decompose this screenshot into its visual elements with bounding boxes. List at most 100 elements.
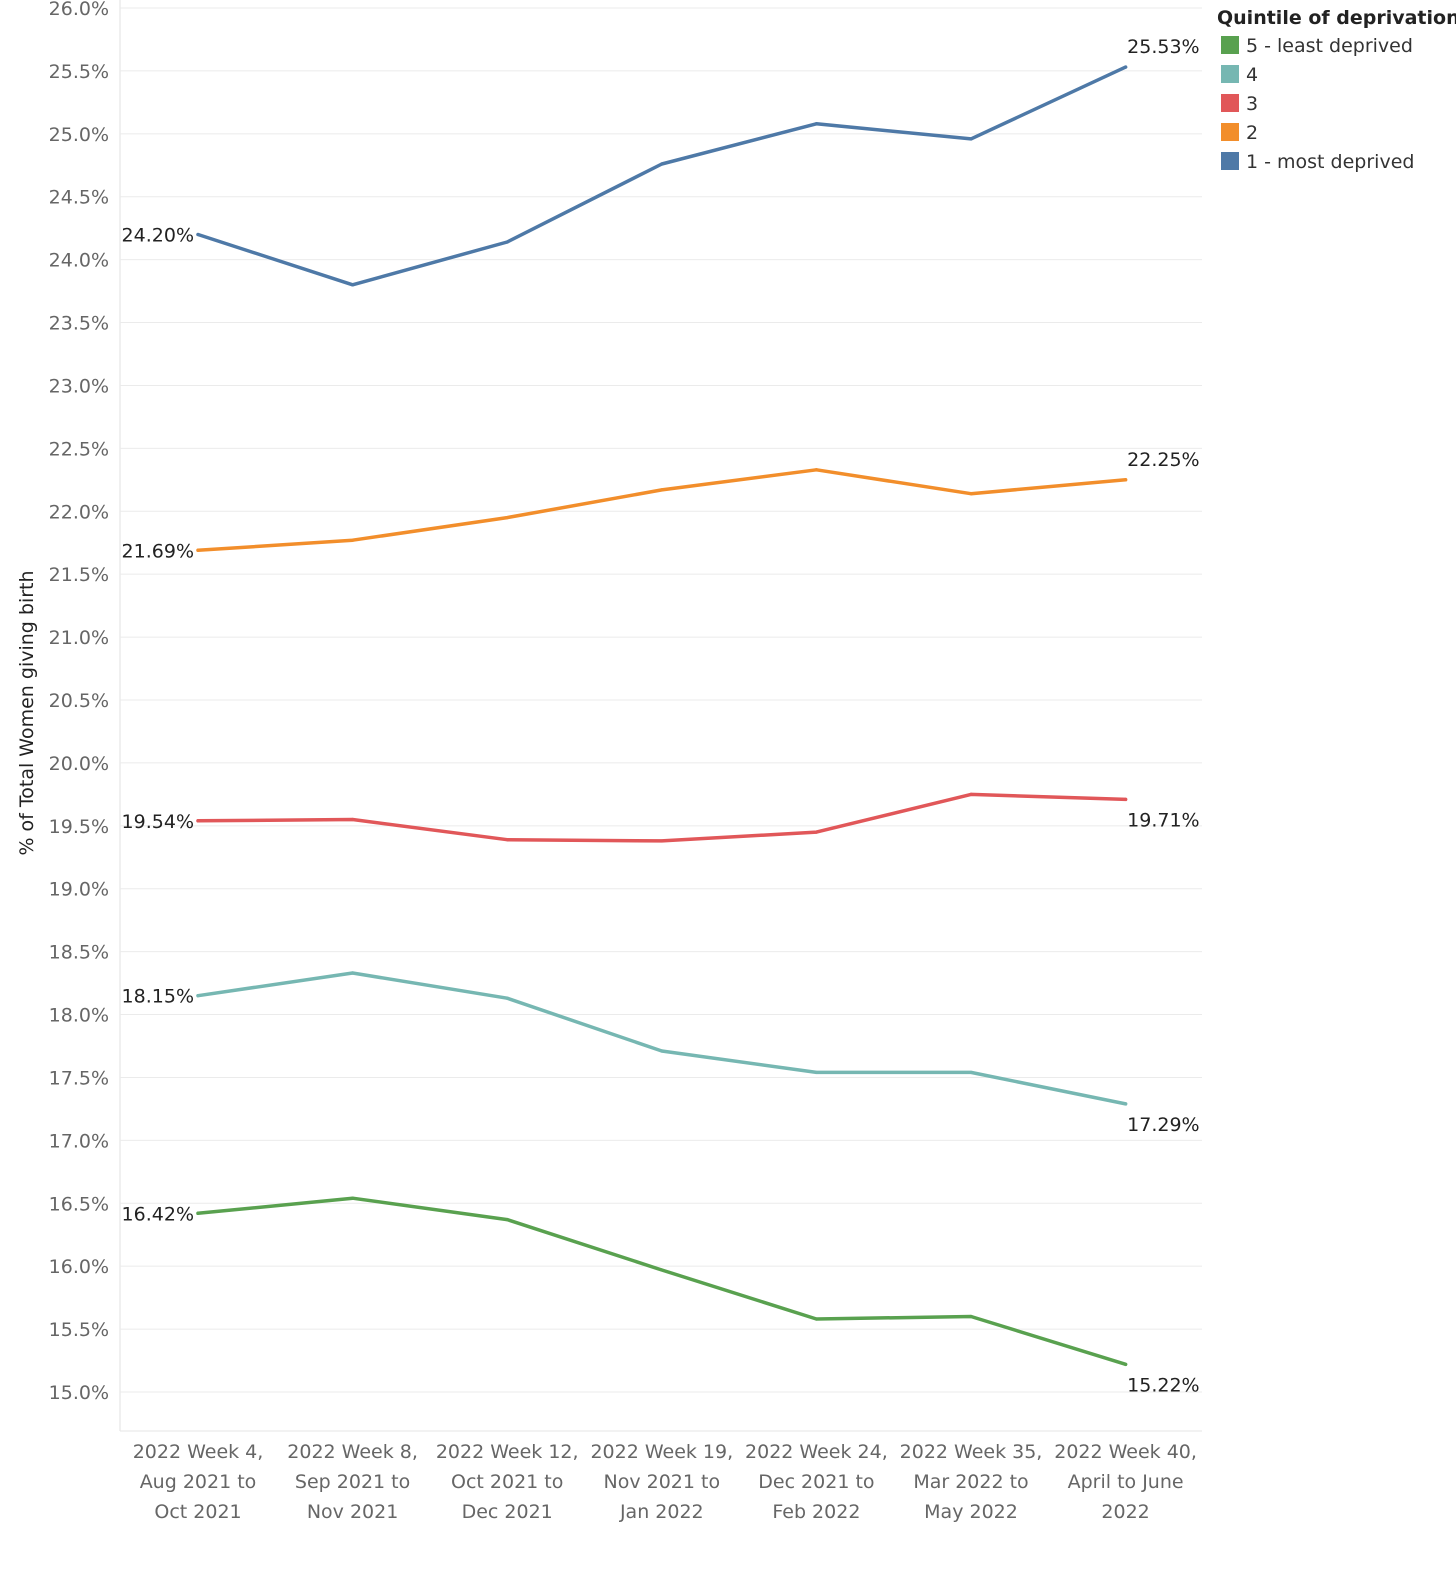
- y-tick-label: 19.0%: [49, 879, 109, 901]
- y-tick-label: 22.5%: [49, 438, 109, 460]
- x-tick-label: 2022 Week 12, Oct 2021 to Dec 2021: [436, 1441, 579, 1523]
- data-point: [351, 817, 355, 822]
- y-tick-label: 21.0%: [49, 627, 109, 649]
- series-line-5: [196, 65, 1128, 287]
- y-tick-label: 25.5%: [49, 61, 109, 83]
- x-tick-label-line: Dec 2021: [462, 1501, 553, 1523]
- data-point: [351, 538, 355, 542]
- data-point: [969, 1070, 973, 1075]
- x-tick-label-line: Feb 2022: [772, 1501, 860, 1523]
- legend-swatch: [1221, 94, 1239, 112]
- x-tick-label: 2022 Week 8, Sep 2021 to Nov 2021: [287, 1441, 418, 1523]
- y-tick-label: 18.0%: [49, 1005, 109, 1027]
- data-point: [1124, 65, 1128, 69]
- grid-layer: [119, 0, 1202, 1432]
- y-tick-label: 25.0%: [49, 124, 109, 146]
- x-tick-label-line: 2022 Week 12,: [436, 1441, 579, 1463]
- end-data-label: 25.53%: [1127, 36, 1199, 58]
- data-point: [814, 1070, 819, 1075]
- x-tick-label-line: 2022 Week 8,: [287, 1441, 418, 1463]
- x-tick-label-line: Mar 2022 to: [913, 1471, 1028, 1493]
- y-tick-label: 24.0%: [49, 250, 109, 272]
- legend-swatch: [1221, 65, 1239, 83]
- data-point: [1124, 1362, 1128, 1366]
- x-tick-label-line: Nov 2021 to: [604, 1471, 721, 1493]
- start-data-label: 19.54%: [122, 811, 194, 833]
- y-tick-label: 23.0%: [49, 375, 109, 397]
- data-point: [505, 240, 509, 244]
- x-tick-label: 2022 Week 35, Mar 2022 to May 2022: [900, 1441, 1043, 1523]
- x-tick-label: 2022 Week 24, Dec 2021 to Feb 2022: [745, 1441, 888, 1523]
- y-tick-label: 19.5%: [49, 816, 109, 838]
- y-tick-label: 17.0%: [49, 1130, 109, 1152]
- legend-label: 4: [1246, 64, 1258, 86]
- y-tick-label: 16.5%: [49, 1193, 109, 1215]
- data-point: [660, 839, 664, 843]
- data-point: [196, 1211, 200, 1215]
- y-tick-label: 23.5%: [49, 313, 109, 335]
- x-tick-label: 2022 Week 4, Aug 2021 to Oct 2021: [133, 1441, 264, 1523]
- legend-swatch: [1221, 152, 1239, 170]
- x-tick-label-line: Aug 2021 to: [140, 1471, 257, 1493]
- data-point: [969, 792, 973, 796]
- data-point: [505, 1218, 509, 1222]
- x-tick-label-line: 2022 Week 35,: [900, 1441, 1043, 1463]
- data-point: [660, 488, 664, 492]
- end-data-label: 15.22%: [1127, 1374, 1199, 1396]
- legend-title: Quintile of deprivation: [1217, 7, 1456, 29]
- y-tick-label: 26.0%: [49, 0, 109, 20]
- data-point: [660, 1268, 664, 1272]
- data-point: [505, 515, 509, 520]
- data-point: [196, 994, 200, 998]
- y-tick-label: 20.5%: [49, 690, 109, 712]
- data-point: [814, 122, 819, 126]
- data-point: [969, 137, 973, 141]
- data-point: [351, 283, 355, 287]
- data-point: [1124, 1102, 1128, 1106]
- y-tick-label: 17.5%: [49, 1067, 109, 1089]
- data-point: [814, 830, 819, 834]
- data-point: [196, 232, 200, 237]
- legend-label: 2: [1246, 122, 1258, 144]
- x-tick-label-line: 2022: [1101, 1501, 1149, 1523]
- data-point: [814, 468, 819, 472]
- end-data-label: 17.29%: [1127, 1114, 1199, 1136]
- x-tick-label-line: Sep 2021 to: [295, 1471, 410, 1493]
- data-point: [814, 1317, 819, 1321]
- x-tick-label-line: Nov 2021: [307, 1501, 398, 1523]
- legend-label: 1 - most deprived: [1246, 151, 1414, 173]
- x-tick-label-line: 2022 Week 40,: [1054, 1441, 1197, 1463]
- data-point: [196, 819, 200, 823]
- x-tick-label-line: 2022 Week 24,: [745, 1441, 888, 1463]
- x-tick-label-line: Dec 2021 to: [758, 1471, 874, 1493]
- y-tick-label: 20.0%: [49, 753, 109, 775]
- series-layer: [196, 65, 1128, 1367]
- y-tick-label: 15.0%: [49, 1382, 109, 1404]
- x-tick-label: 2022 Week 19, Nov 2021 to Jan 2022: [590, 1441, 733, 1523]
- end-data-label: 22.25%: [1127, 449, 1199, 471]
- legend: Quintile of deprivation 5 - least depriv…: [1217, 7, 1456, 173]
- data-point: [969, 1314, 973, 1319]
- start-data-label: 24.20%: [122, 224, 194, 246]
- x-tick-label-line: May 2022: [924, 1501, 1018, 1523]
- x-tick-label-line: Oct 2021: [154, 1501, 241, 1523]
- y-tick-label: 18.5%: [49, 942, 109, 964]
- x-tick-label-line: Jan 2022: [619, 1501, 704, 1523]
- y-axis: 26.0% 25.5% 25.0% 24.5% 24.0% 23.5% 23.0% 22.5%…: [49, 0, 109, 1404]
- y-tick-label: 24.5%: [49, 187, 109, 209]
- x-tick-label-line: 2022 Week 19,: [590, 1441, 733, 1463]
- data-point: [351, 971, 355, 975]
- series-line-3: [196, 792, 1128, 843]
- y-tick-label: 21.5%: [49, 564, 109, 586]
- data-point: [660, 1049, 664, 1053]
- y-tick-label: 22.0%: [49, 501, 109, 523]
- x-tick-label: 2022 Week 40, April to June 2022: [1054, 1441, 1197, 1523]
- series-line-1: [196, 1196, 1128, 1367]
- y-tick-label: 15.5%: [49, 1319, 109, 1341]
- data-point: [351, 1196, 355, 1200]
- legend-label: 3: [1246, 93, 1258, 115]
- y-axis-title: % of Total Women giving birth: [16, 570, 38, 855]
- data-point: [505, 838, 509, 842]
- data-point: [505, 996, 509, 1000]
